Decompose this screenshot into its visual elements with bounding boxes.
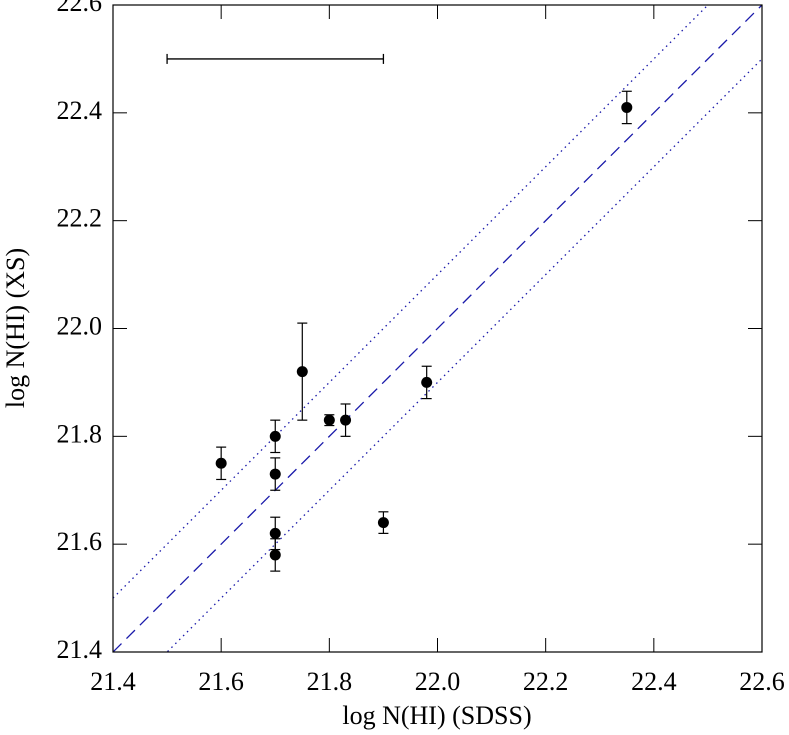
- data-point: [269, 549, 281, 561]
- data-point: [296, 366, 308, 378]
- data-point: [269, 468, 281, 480]
- data-point: [621, 101, 633, 113]
- y-tick-label: 21.6: [57, 527, 103, 556]
- reference-line: [113, 5, 709, 599]
- x-tick-label: 22.4: [631, 667, 677, 696]
- x-axis-label: log N(HI) (SDSS): [342, 701, 531, 730]
- data-point: [215, 457, 227, 469]
- y-tick-label: 22.4: [57, 96, 103, 125]
- y-axis-label: log N(HI) (XS): [1, 248, 30, 408]
- y-tick-label: 22.6: [57, 0, 103, 17]
- y-tick-label: 22.0: [57, 311, 103, 340]
- y-tick-label: 21.4: [57, 635, 103, 664]
- data-point: [340, 414, 352, 426]
- data-point: [269, 430, 281, 442]
- x-tick-label: 22.0: [415, 667, 461, 696]
- x-tick-label: 21.4: [90, 667, 136, 696]
- y-tick-label: 22.2: [57, 204, 103, 233]
- y-tick-label: 21.8: [57, 419, 103, 448]
- x-tick-label: 21.8: [307, 667, 353, 696]
- data-point: [377, 517, 389, 529]
- reference-line: [166, 58, 762, 652]
- data-point: [421, 376, 433, 388]
- reference-line: [113, 5, 762, 652]
- data-point: [269, 527, 281, 539]
- x-tick-label: 22.6: [739, 667, 785, 696]
- plot-frame: [112, 4, 763, 653]
- plot-area: [113, 5, 762, 652]
- x-tick-label: 21.6: [198, 667, 244, 696]
- data-point: [323, 414, 335, 426]
- x-tick-label: 22.2: [523, 667, 569, 696]
